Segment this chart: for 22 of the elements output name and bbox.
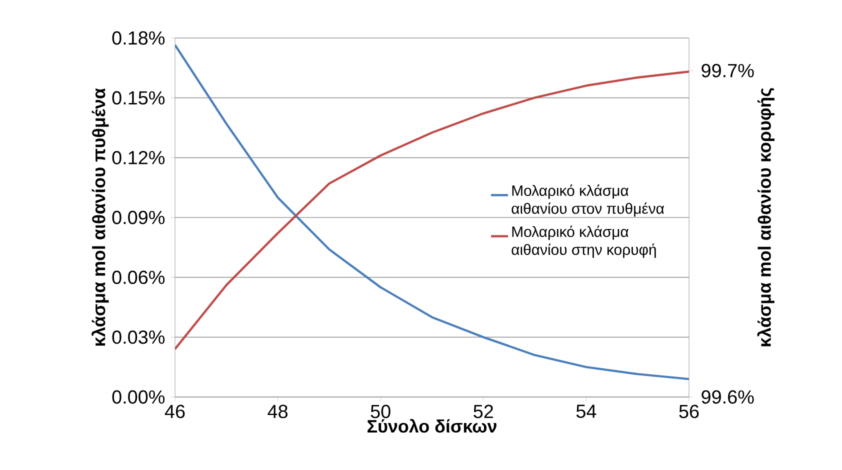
y-tick-label: 0.00%	[112, 390, 165, 404]
x-axis-title: Σύνολο δίσκων	[368, 419, 496, 433]
y-tick-label: 0.06%	[112, 270, 165, 284]
y-tick-label: 0.03%	[112, 330, 165, 344]
legend-label: Μολαρικό κλάσμα αιθανίου στον πυθμένα	[512, 184, 664, 217]
y-tick-label: 0.12%	[112, 150, 165, 164]
y-axis-title: κλάσμα mol αιθανίου πυθμένα	[92, 88, 109, 346]
x-tick-label: 52	[474, 404, 493, 418]
line-series	[175, 44, 690, 380]
y2-axis-title: κλάσμα mol αιθανίου κορυφής	[757, 88, 774, 346]
y-tick-label: 0.15%	[112, 91, 165, 105]
y-tick-label: 0.18%	[112, 31, 165, 45]
x-tick-label: 56	[679, 404, 699, 418]
line-series	[175, 70, 690, 350]
y2-tick-label: 99.6%	[702, 390, 754, 404]
x-tick-label: 48	[268, 404, 288, 418]
x-tick-label: 46	[164, 404, 185, 418]
legend-label: Μολαρικό κλάσμα αιθανίου στην κορυφή	[512, 226, 656, 258]
y-tick-label: 0.09%	[112, 210, 165, 224]
y2-tick-label: 99.7%	[702, 64, 754, 78]
x-tick-label: 54	[576, 404, 596, 418]
x-tick-label: 50	[370, 404, 390, 418]
